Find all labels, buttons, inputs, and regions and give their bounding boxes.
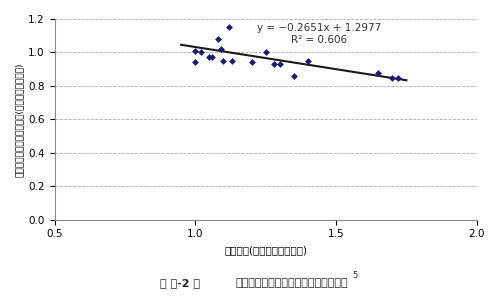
Point — [388, 75, 396, 80]
Point — [290, 74, 298, 78]
Point — [270, 62, 278, 67]
Point — [248, 60, 256, 65]
Text: y = −0.2651x + 1.2977
R² = 0.606: y = −0.2651x + 1.2977 R² = 0.606 — [257, 23, 381, 45]
Point — [394, 75, 402, 80]
Point — [228, 58, 236, 63]
Text: 生産量とエネルギー消費原単位の関係: 生産量とエネルギー消費原単位の関係 — [235, 278, 348, 288]
Text: 5: 5 — [352, 272, 358, 280]
Point — [304, 58, 312, 63]
Point — [216, 47, 224, 52]
Point — [374, 70, 382, 75]
Point — [225, 25, 233, 30]
X-axis label: 生産量比(最小生産月との比): 生産量比(最小生産月との比) — [224, 245, 307, 255]
Point — [276, 62, 283, 67]
Point — [220, 58, 228, 63]
Y-axis label: スチーム利用量原単位の比(最小生産月との比): スチーム利用量原単位の比(最小生産月との比) — [15, 62, 24, 177]
Point — [197, 50, 205, 55]
Point — [262, 50, 270, 55]
Text: 【 図-2 】: 【 図-2 】 — [160, 278, 200, 288]
Point — [192, 48, 200, 53]
Point — [206, 55, 214, 60]
Point — [208, 55, 216, 60]
Point — [192, 60, 200, 65]
Point — [214, 37, 222, 41]
